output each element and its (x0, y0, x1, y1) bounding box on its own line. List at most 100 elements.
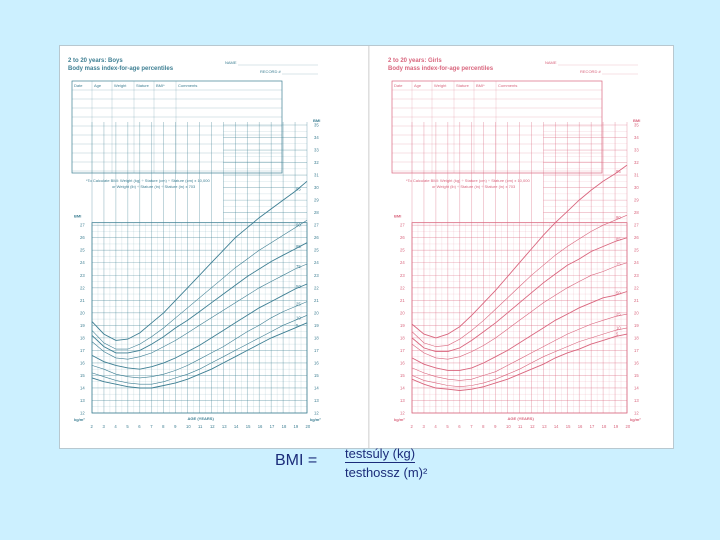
girls-percentile-label-10: 10 (616, 325, 621, 330)
girls-x-tick: 19 (614, 424, 619, 429)
girls-x-tick: 3 (422, 424, 425, 429)
boys-y-unit-right: BMI (313, 118, 320, 123)
boys-y-tick-left: 16 (80, 360, 85, 365)
girls-x-tick: 18 (602, 424, 607, 429)
girls-y-tick-right: 30 (634, 185, 639, 190)
boys-y-tick-left: 21 (80, 298, 85, 303)
girls-name-label: NAME (545, 60, 557, 65)
boys-y-tick-right: 31 (314, 173, 319, 178)
boys-y-tick-right: 16 (314, 360, 319, 365)
girls-y-tick-left: 25 (400, 248, 405, 253)
boys-y-tick-right: 33 (314, 148, 319, 153)
girls-y-tick-left: 22 (400, 285, 405, 290)
girls-x-tick: 5 (446, 424, 449, 429)
boys-x-tick: 16 (258, 424, 263, 429)
girls-y-tick-left: 21 (400, 298, 405, 303)
boys-y-tick-right: 21 (314, 298, 319, 303)
boys-y-tick-right: 28 (314, 210, 319, 215)
girls-x-tick: 11 (518, 424, 523, 429)
boys-record-table (71, 80, 283, 174)
boys-percentile-line-75 (91, 263, 308, 360)
girls-table-header: Comments (498, 83, 517, 88)
bmi-formula: BMI = testsúly (kg) testhossz (m)² (275, 446, 475, 486)
boys-y-tick-right: 20 (314, 310, 319, 315)
boys-y-tick-left: 25 (80, 248, 85, 253)
girls-y-tick-right: 34 (634, 135, 639, 140)
boys-y-tick-right: 12 (314, 411, 319, 416)
boys-x-tick: 12 (210, 424, 215, 429)
growth-chart-sheet: 2 to 20 years: Boys Body mass index-for-a… (60, 46, 673, 448)
girls-percentile-label-95: 95 (616, 169, 621, 174)
boys-table-header: Stature (136, 83, 150, 88)
boys-y-tick-right: 23 (314, 273, 319, 278)
girls-table-header: BMI* (476, 83, 485, 88)
boys-y-tick-right: 35 (314, 123, 319, 128)
girls-y-tick-left: 18 (400, 335, 405, 340)
girls-percentile-line-10 (411, 327, 628, 388)
girls-plot-frame (411, 222, 628, 414)
boys-y-tick-right: 27 (314, 223, 319, 228)
boys-y-tick-right: 30 (314, 185, 319, 190)
girls-title: 2 to 20 years: Girls (388, 58, 442, 64)
boys-x-tick: 13 (222, 424, 227, 429)
girls-y-tick-left: 14 (400, 385, 405, 390)
boys-title: 2 to 20 years: Boys (68, 58, 123, 64)
boys-percentile-line-95 (91, 180, 308, 341)
boys-y-tick-left: 22 (80, 285, 85, 290)
boys-y-tick-left: 15 (80, 373, 85, 378)
boys-y-unit-left: BMI (74, 214, 81, 219)
girls-y-tick-left: 20 (400, 310, 405, 315)
girls-kg-right: kg/m² (630, 417, 641, 422)
girls-table-header: Date (394, 83, 403, 88)
girls-record-label: RECORD # (580, 69, 601, 74)
girls-x-tick: 12 (530, 424, 535, 429)
boys-percentile-line-10 (91, 315, 308, 385)
girls-y-tick-left: 13 (400, 398, 405, 403)
girls-y-tick-right: 31 (634, 173, 639, 178)
girls-table-header: Age (414, 83, 422, 88)
girls-x-title: AGE (YEARS) (508, 416, 535, 421)
boys-y-tick-right: 25 (314, 248, 319, 253)
boys-y-tick-right: 29 (314, 198, 319, 203)
girls-x-tick: 20 (626, 424, 631, 429)
boys-percentile-line-85 (91, 242, 308, 354)
boys-x-tick: 4 (114, 424, 117, 429)
girls-y-tick-right: 33 (634, 148, 639, 153)
girls-kg-left: kg/m² (394, 417, 405, 422)
boys-y-tick-right: 13 (314, 398, 319, 403)
boys-plot-frame (91, 222, 308, 414)
girls-bmi-chart: 2 to 20 years: Girls Body mass index-for-… (388, 58, 641, 429)
girls-y-tick-right: 19 (634, 323, 639, 328)
boys-y-tick-left: 13 (80, 398, 85, 403)
boys-table-header: Weight (114, 83, 127, 88)
boys-table-header: Date (74, 83, 83, 88)
boys-y-tick-left: 23 (80, 273, 85, 278)
girls-percentile-line-25 (411, 313, 628, 381)
girls-percentile-line-5 (411, 333, 628, 391)
boys-x-tick: 11 (198, 424, 203, 429)
girls-x-tick: 4 (434, 424, 437, 429)
girls-y-tick-right: 12 (634, 411, 639, 416)
girls-table-header: Stature (456, 83, 470, 88)
boys-percentile-line-25 (91, 301, 308, 379)
boys-x-tick: 17 (270, 424, 275, 429)
girls-percentile-line-90 (411, 214, 628, 347)
boys-bmi-chart: 2 to 20 years: Boys Body mass index-for-a… (68, 58, 321, 429)
boys-percentile-label-90: 90 (296, 223, 301, 228)
girls-subtitle: Body mass index-for-age percentiles (388, 66, 494, 72)
girls-y-tick-left: 12 (400, 411, 405, 416)
boys-bmi-note-1: *To Calculate BMI: Weight (kg) ÷ Stature… (86, 178, 210, 183)
boys-percentile-line-5 (91, 322, 308, 389)
girls-y-tick-right: 15 (634, 373, 639, 378)
girls-percentile-line-95 (411, 164, 628, 339)
girls-x-tick: 6 (458, 424, 461, 429)
boys-percentile-label-95: 95 (296, 186, 301, 191)
boys-percentile-label-75: 75 (296, 264, 301, 269)
girls-y-tick-right: 17 (634, 348, 639, 353)
boys-y-tick-right: 32 (314, 160, 319, 165)
formula-denominator: testhossz (m)² (345, 465, 428, 480)
girls-y-tick-left: 15 (400, 373, 405, 378)
boys-x-tick: 14 (234, 424, 239, 429)
boys-y-tick-right: 18 (314, 335, 319, 340)
girls-y-tick-right: 23 (634, 273, 639, 278)
